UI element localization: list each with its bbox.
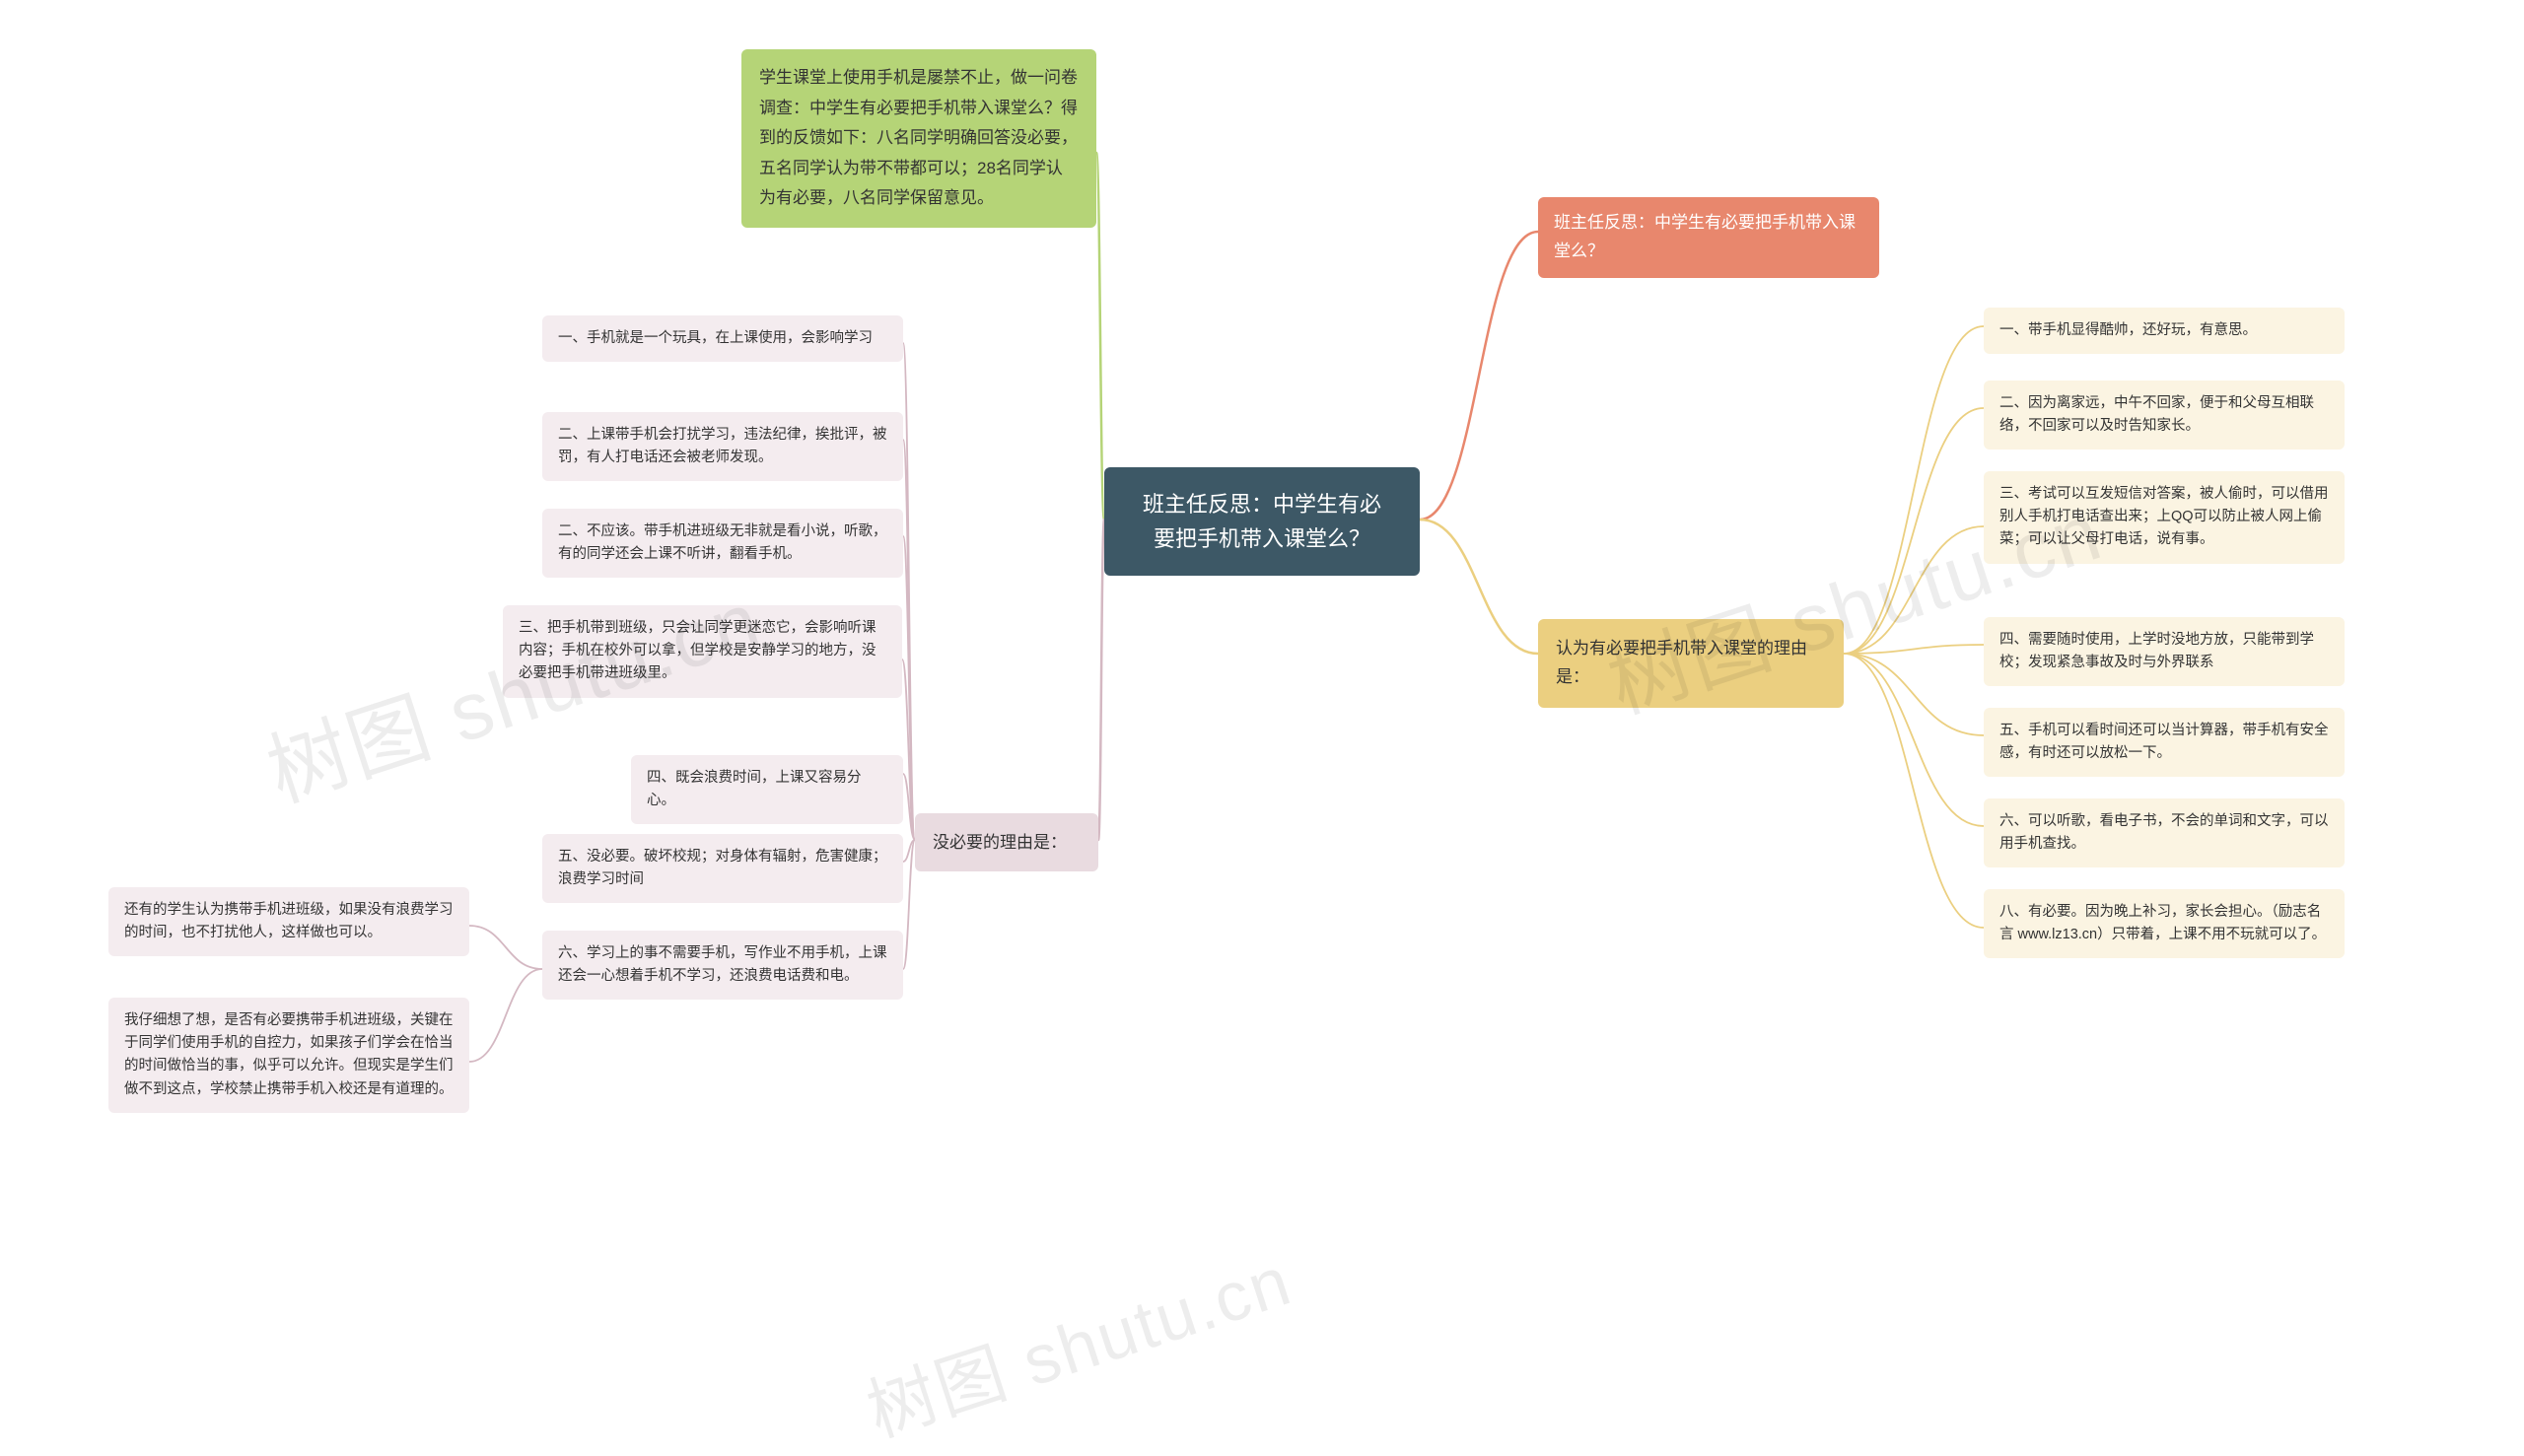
no-need-item-7: 六、学习上的事不需要手机，写作业不用手机，上课还会一心想着手机不学习，还浪费电话…	[542, 931, 903, 1000]
watermark: 树图 shutu.cn	[1591, 466, 2114, 735]
tail-note-1: 还有的学生认为携带手机进班级，如果没有浪费学习的时间，也不打扰他人，这样做也可以…	[108, 887, 469, 956]
need-item-4: 四、需要随时使用，上学时没地方放，只能带到学校；发现紧急事故及时与外界联系	[1984, 617, 2345, 686]
no-need-item-6: 五、没必要。破坏校规；对身体有辐射，危害健康；浪费学习时间	[542, 834, 903, 903]
watermark: 树图 shutu.cn	[853, 1226, 1301, 1456]
tail-note-2: 我仔细想了想，是否有必要携带手机进班级，关键在于同学们使用手机的自控力，如果孩子…	[108, 998, 469, 1113]
no-need-item-2: 二、上课带手机会打扰学习，违法纪律，挨批评，被罚，有人打电话还会被老师发现。	[542, 412, 903, 481]
reflection-title: 班主任反思：中学生有必要把手机带入课堂么？	[1538, 197, 1879, 278]
center-node: 班主任反思：中学生有必要把手机带入课堂么？	[1104, 467, 1420, 576]
survey-intro: 学生课堂上使用手机是屡禁不止，做一问卷调查：中学生有必要把手机带入课堂么？得到的…	[741, 49, 1096, 228]
need-item-1: 一、带手机显得酷帅，还好玩，有意思。	[1984, 308, 2345, 354]
need-item-5: 五、手机可以看时间还可以当计算器，带手机有安全感，有时还可以放松一下。	[1984, 708, 2345, 777]
no-need-item-5: 四、既会浪费时间，上课又容易分心。	[631, 755, 903, 824]
need-item-6: 六、可以听歌，看电子书，不会的单词和文字，可以用手机查找。	[1984, 798, 2345, 867]
no-need-hub: 没必要的理由是：	[915, 813, 1098, 871]
need-item-2: 二、因为离家远，中午不回家，便于和父母互相联络，不回家可以及时告知家长。	[1984, 381, 2345, 450]
no-need-item-1: 一、手机就是一个玩具，在上课使用，会影响学习	[542, 315, 903, 362]
need-item-7: 八、有必要。因为晚上补习，家长会担心。（励志名言 www.lz13.cn）只带着…	[1984, 889, 2345, 958]
